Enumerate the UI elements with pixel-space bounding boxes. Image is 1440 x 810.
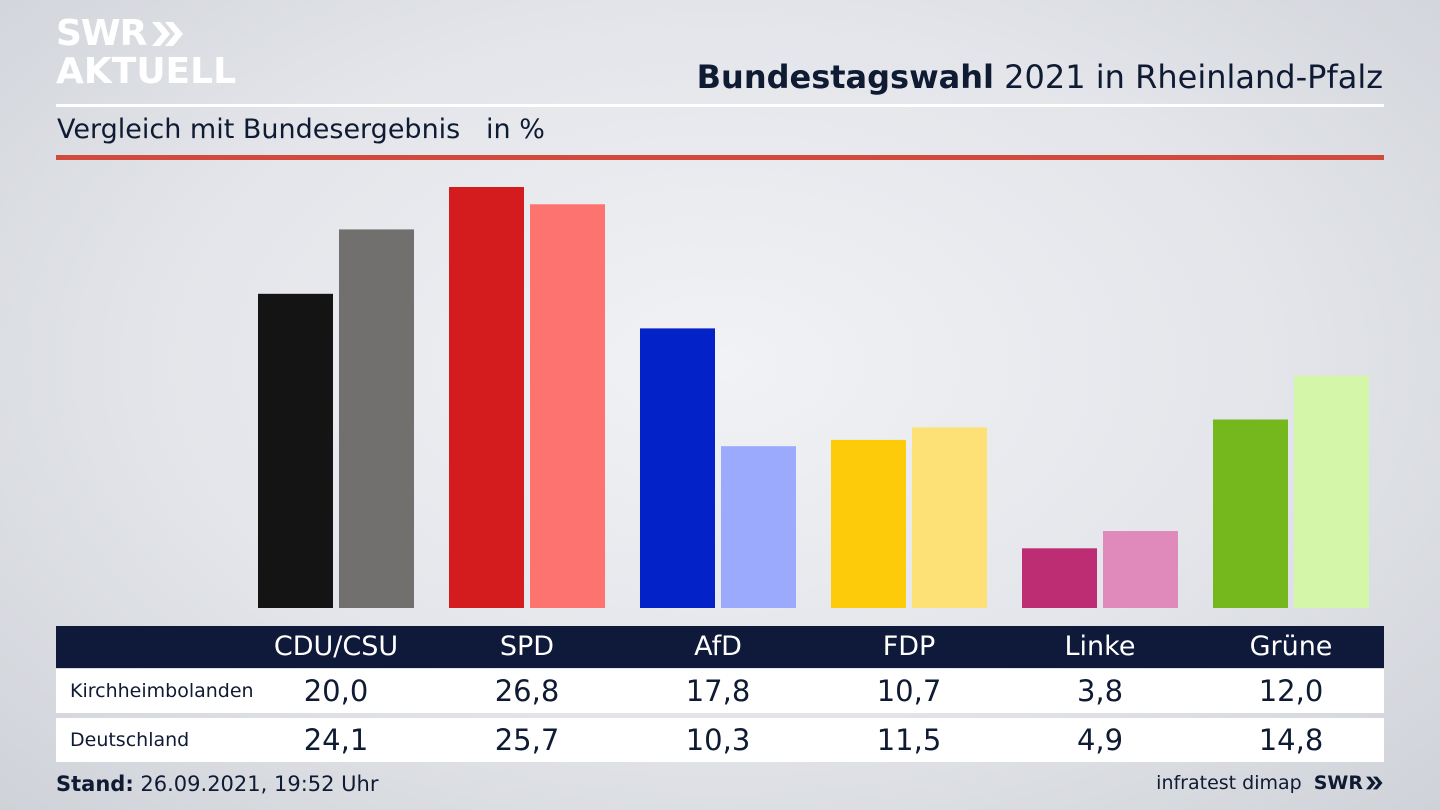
bar-afd-national	[721, 446, 796, 608]
data-label: 4,9	[1076, 723, 1124, 757]
title-bold: Bundestagswahl	[696, 58, 994, 96]
swr-footer-text: SWR	[1313, 772, 1363, 794]
data-label: 26,8	[494, 674, 560, 708]
bar-grüne-local	[1213, 419, 1288, 608]
logo-swr-text: SWR	[56, 13, 147, 54]
subtitle-divider	[56, 155, 1384, 160]
double-chevron-icon	[152, 22, 184, 46]
data-label: 11,5	[876, 723, 942, 757]
bar-spd-local	[449, 187, 524, 608]
double-chevron-icon	[1366, 776, 1383, 790]
stand-label: Stand:	[56, 772, 134, 796]
footer-source: infratest dimap SWR	[1156, 772, 1383, 794]
stand-value: 26.09.2021, 19:52 Uhr	[133, 772, 379, 796]
data-label: 17,8	[685, 674, 751, 708]
column-header: FDP	[882, 631, 936, 662]
logo-aktuell-text: AKTUELL	[56, 51, 237, 92]
bar-cdu-csu-local	[258, 293, 333, 608]
swr-aktuell-logo: SWR AKTUELL	[56, 16, 236, 90]
row-label-kirchheimbolanden: Kirchheimbolanden	[70, 680, 254, 702]
column-header: AfD	[694, 631, 742, 662]
bar-cdu-csu-national	[339, 229, 414, 608]
chart-subtitle: Vergleich mit Bundesergebnis in %	[57, 114, 545, 145]
column-header: CDU/CSU	[273, 631, 399, 662]
data-label: 20,0	[303, 674, 369, 708]
data-label: 25,7	[494, 723, 560, 757]
column-header: SPD	[499, 631, 555, 662]
row-label-deutschland: Deutschland	[70, 729, 190, 751]
data-label: 14,8	[1258, 723, 1324, 757]
bar-spd-national	[530, 204, 605, 608]
results-table-header: CDU/CSU SPD AfD FDP Linke Grüne	[56, 626, 1384, 668]
column-header: Grüne	[1249, 631, 1333, 662]
bar-fdp-national	[912, 427, 987, 608]
data-label: 10,3	[685, 723, 751, 757]
data-label: 24,1	[303, 723, 369, 757]
table-row: Deutschland 24,1 25,7 10,3 11,5 4,9 14,8	[56, 718, 1384, 762]
table-row: Kirchheimbolanden 20,0 26,8 17,8 10,7 3,8 12,…	[56, 669, 1384, 713]
bar-grüne-national	[1294, 375, 1369, 608]
bar-fdp-local	[831, 439, 906, 608]
timestamp: Stand: 26.09.2021, 19:52 Uhr	[56, 772, 379, 796]
data-label: 12,0	[1258, 674, 1324, 708]
data-label: 3,8	[1076, 674, 1124, 708]
bar-afd-local	[640, 328, 715, 608]
swr-footer-logo: SWR	[1314, 772, 1383, 794]
data-label: 10,7	[876, 674, 942, 708]
source-text: infratest dimap	[1156, 772, 1302, 794]
bar-linke-national	[1103, 531, 1178, 608]
title-divider	[56, 104, 1384, 107]
bar-linke-local	[1022, 548, 1097, 608]
page-title: Bundestagswahl 2021 in Rheinland-Pfalz	[697, 58, 1383, 96]
column-header: Linke	[1064, 631, 1136, 662]
title-rest: 2021 in Rheinland-Pfalz	[994, 58, 1383, 96]
